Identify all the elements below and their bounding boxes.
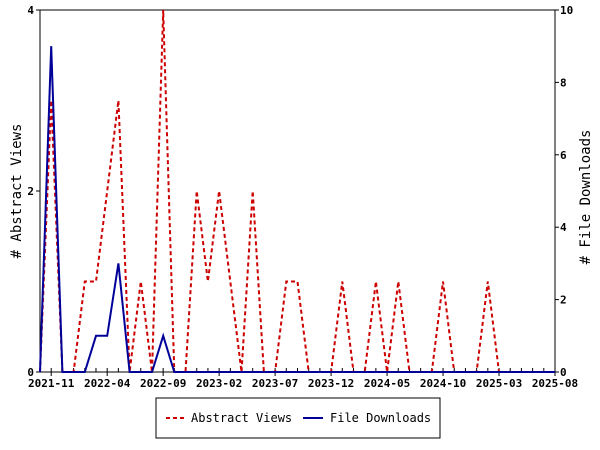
left-tick-label: 2 <box>27 185 34 198</box>
right-tick-label: 0 <box>560 366 567 379</box>
right-tick-label: 10 <box>560 4 573 17</box>
right-tick-label: 4 <box>560 221 567 234</box>
x-tick-label: 2022-09 <box>140 377 186 390</box>
right-axis: 0 2 4 6 8 10 <box>555 4 573 379</box>
x-axis: 2021-11 2022-04 2022-09 2023-02 2023-07 2023-… <box>28 368 578 390</box>
left-axis-title: # Abstract Views <box>9 124 25 259</box>
x-tick-label: 2023-12 <box>308 377 354 390</box>
right-tick-label: 6 <box>560 149 567 162</box>
x-tick-label: 2023-07 <box>252 377 298 390</box>
x-tick-label: 2025-03 <box>476 377 522 390</box>
right-tick-label: 8 <box>560 76 567 89</box>
x-tick-label: 2024-05 <box>364 377 410 390</box>
legend-box <box>155 397 441 439</box>
series-line-file-downloads <box>39 46 555 373</box>
legend: Abstract Views File Downloads <box>155 397 441 439</box>
x-tick-label: 2024-10 <box>420 377 466 390</box>
legend-label-abstract-views: Abstract Views <box>191 411 292 425</box>
right-tick-label: 2 <box>560 294 567 307</box>
x-tick-label: 2025-08 <box>532 377 578 390</box>
x-tick-label: 2022-04 <box>84 377 131 390</box>
left-tick-label: 0 <box>27 366 34 379</box>
left-axis: 0 2 4 <box>27 4 40 379</box>
right-axis-title: # File Downloads <box>578 130 594 265</box>
legend-label-file-downloads: File Downloads <box>330 411 431 425</box>
plot-area <box>39 9 556 373</box>
series-layer <box>39 9 555 373</box>
left-tick-label: 4 <box>27 4 34 17</box>
x-tick-label: 2021-11 <box>28 377 75 390</box>
x-tick-label: 2023-02 <box>196 377 242 390</box>
